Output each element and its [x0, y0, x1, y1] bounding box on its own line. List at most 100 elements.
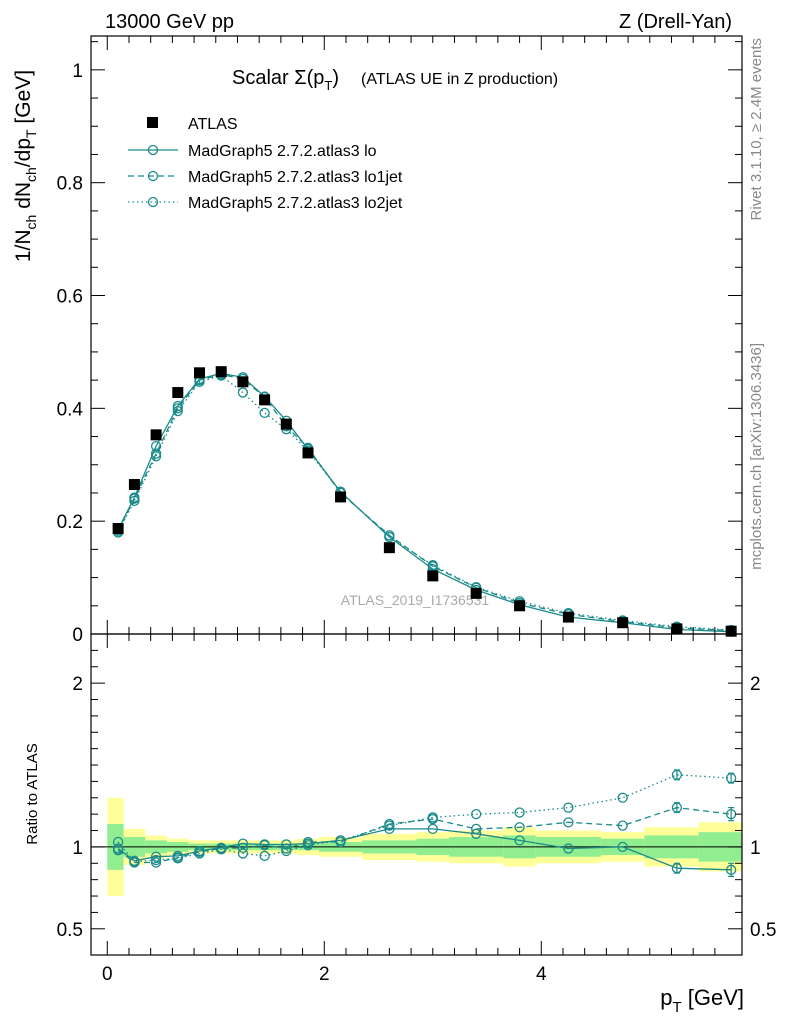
header-left: 13000 GeV pp: [105, 11, 234, 33]
ratio-point-dotted: [671, 769, 683, 780]
main-data-point: [259, 394, 271, 406]
main-point-dashed: [172, 403, 183, 414]
main-point-solid: [150, 440, 162, 452]
ratio-point-dotted: [259, 850, 270, 862]
main-data-point: [150, 429, 162, 441]
ratio-point-solid: [514, 835, 525, 846]
main-point-dotted: [384, 531, 395, 543]
ratio-point-dotted: [129, 856, 140, 867]
plot-title: Scalar Σ(pT) (ATLAS UE in Z production): [232, 67, 558, 93]
ratio-point-dotted: [514, 807, 525, 818]
analysis-watermark: ATLAS_2019_I1736531: [341, 592, 490, 608]
legend-lo-marker: [147, 144, 159, 156]
ratio-point-dotted: [150, 854, 162, 866]
legend: ATLAS MadGraph5 2.7.2.atlas3 lo MadGraph…: [128, 116, 403, 212]
main-data-point: [427, 570, 439, 582]
ratio-point-dashed: [259, 840, 270, 851]
ratio-point-dotted: [216, 844, 227, 855]
main-point-dotted: [129, 495, 140, 507]
ratio-point-solid: [427, 823, 438, 835]
ratio-ytick-label-left: 1: [72, 838, 83, 859]
ratio-point-dotted: [726, 772, 737, 784]
main-ytick-label: 0: [72, 625, 83, 646]
ratio-ytick-label-left: 2: [72, 674, 83, 695]
main-data-point: [335, 491, 347, 503]
main-point-dotted: [172, 406, 183, 417]
ratio-point-dotted: [427, 812, 438, 823]
main-ytick-label: 0.2: [57, 512, 83, 533]
ratio-point-dotted: [112, 836, 124, 848]
legend-lo1jet-label: MadGraph5 2.7.2.atlas3 lo1jet: [188, 169, 403, 186]
ratio-point-dotted: [237, 848, 249, 859]
legend-lo2jet-label: MadGraph5 2.7.2.atlas3 lo2jet: [188, 195, 403, 212]
main-data-point: [237, 376, 249, 388]
main-ytick-label: 0.6: [57, 287, 83, 308]
ratio-ylabel: Ratio to ATLAS: [24, 743, 41, 844]
main-data-point: [172, 387, 184, 399]
main-data-point: [302, 447, 314, 459]
ratio-point-dashed: [617, 820, 628, 831]
main-ylabel: 1/Nch dNch/dpT [GeV]: [12, 70, 39, 262]
ratio-point-dashed: [471, 823, 482, 835]
main-data-point: [128, 479, 140, 490]
ratio-line-dashed: [117, 806, 732, 864]
ratio-xtick-label: 2: [319, 964, 330, 985]
ratio-point-solid: [150, 851, 162, 862]
legend-lo-label: MadGraph5 2.7.2.atlas3 lo: [188, 143, 377, 160]
ratio-point-dotted: [281, 845, 292, 857]
ratio-point-solid: [671, 863, 683, 874]
ratio-point-dotted: [384, 820, 395, 831]
ratio-xtick-label: 4: [536, 964, 547, 985]
ratio-point-dashed: [112, 845, 124, 856]
ratio-xtick-label: 0: [102, 964, 113, 985]
ratio-point-dotted: [617, 792, 628, 803]
ratio-frame: [90, 633, 743, 956]
main-data-point: [671, 623, 683, 635]
main-point-dotted: [427, 560, 438, 571]
main-ytick-label: 0.4: [57, 399, 84, 420]
main-data-point: [383, 542, 395, 554]
ratio-panel: 0.5 0.5 1 1 2 2 0 2 4: [57, 633, 776, 985]
ratio-point-dashed: [563, 817, 574, 828]
main-point-dotted: [150, 451, 162, 462]
ratio-point-dashed: [514, 822, 525, 833]
ratio-ytick-label-right: 1: [750, 838, 761, 859]
title-rest: (ATLAS UE in Z production): [361, 71, 558, 88]
ratio-ytick-label-right: 2: [750, 674, 761, 695]
ratio-point-dashed: [302, 836, 314, 848]
ratio-ytick-label-left: 0.5: [57, 920, 83, 941]
ratio-ytick-label-right: 0.5: [750, 920, 776, 941]
main-data-point: [514, 600, 526, 612]
ratio-point-dotted: [194, 848, 205, 859]
legend-atlas-marker: [147, 117, 158, 128]
xlabel: pT [GeV]: [660, 985, 744, 1016]
main-data-point: [562, 611, 574, 623]
main-data-point: [725, 625, 737, 637]
legend-lo1jet-marker: [147, 170, 159, 182]
mcplots-label: mcplots.cern.ch [arXiv:1306.3436]: [748, 343, 765, 570]
main-data-point: [215, 366, 227, 378]
main-data-point: [112, 523, 124, 535]
ratio-point-dotted: [563, 802, 574, 813]
ratio-point-solid: [563, 843, 574, 854]
header-right: Z (Drell-Yan): [619, 11, 732, 33]
main-point-dotted: [237, 387, 249, 398]
ratio-point-dotted: [172, 853, 183, 864]
legend-atlas-label: ATLAS: [188, 116, 238, 133]
ratio-point-dashed: [237, 842, 249, 853]
main-ytick-label: 1: [72, 61, 83, 82]
ratio-point-dotted: [302, 840, 314, 851]
ratio-point-dotted: [335, 835, 346, 846]
main-panel: ATLAS_2019_I1736531 0 0.2 0.4 0.6 0.8 1: [57, 35, 743, 646]
ratio-point-dotted: [471, 809, 482, 820]
main-data-point: [194, 367, 205, 379]
main-ytick-label: 0.8: [57, 174, 83, 195]
main-line-dotted: [117, 374, 732, 631]
main-point-dashed: [150, 448, 162, 459]
main-point-dotted: [259, 407, 270, 419]
main-data-point: [470, 587, 482, 599]
ratio-point-solid: [726, 864, 737, 875]
rivet-label: Rivet 3.1.10, ≥ 2.4M events: [748, 38, 765, 221]
title-main: Scalar Σ(pT): [232, 67, 339, 93]
